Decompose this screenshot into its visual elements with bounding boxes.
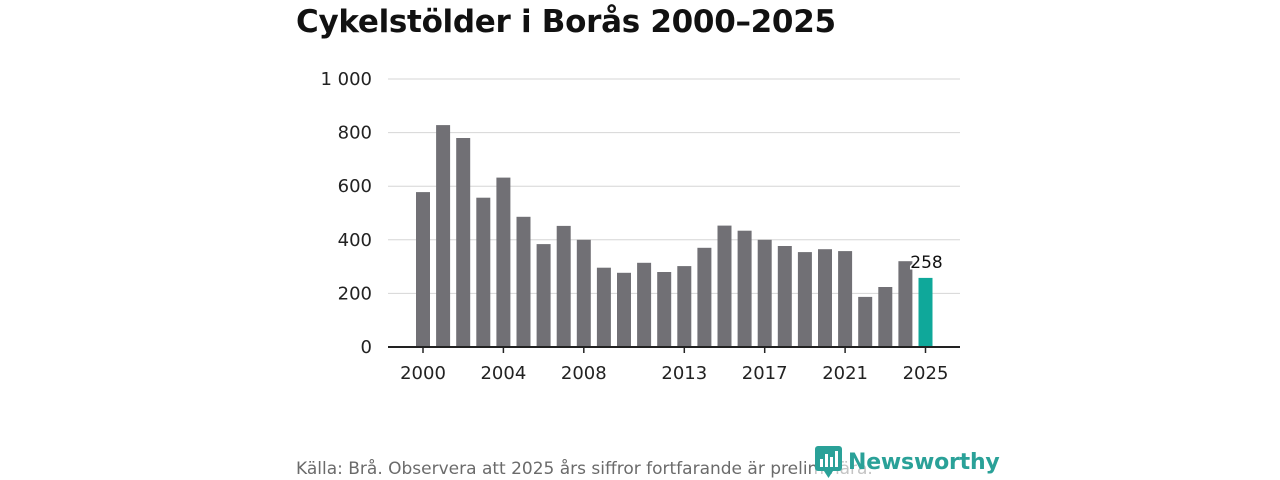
bar-2006 xyxy=(536,244,551,347)
bar-2025 xyxy=(918,277,933,347)
bar-2012 xyxy=(657,272,672,347)
bar-2004 xyxy=(496,177,511,347)
bar-2018 xyxy=(777,246,792,347)
bar-2016 xyxy=(737,230,752,347)
x-tick-label: 2008 xyxy=(561,363,607,384)
bar-2022 xyxy=(858,296,873,347)
x-tick-label: 2000 xyxy=(400,363,446,384)
bar-2010 xyxy=(617,272,631,347)
bar-2001 xyxy=(436,125,451,347)
bar-2014 xyxy=(697,247,712,347)
brand-logo: Newsworthy xyxy=(815,446,1000,478)
x-tick-label: 2004 xyxy=(480,363,526,384)
data-label-highlight: 258 xyxy=(910,253,942,273)
gridlines xyxy=(388,78,960,294)
x-tick-label: 2025 xyxy=(903,363,949,384)
y-tick-label: 800 xyxy=(338,123,372,144)
y-tick-label: 0 xyxy=(361,337,372,358)
bar-2013 xyxy=(677,266,692,347)
chart-title: Cykelstölder i Borås 2000–2025 xyxy=(296,4,836,40)
bar-2008 xyxy=(576,239,591,347)
y-tick-label: 600 xyxy=(338,176,372,197)
newsworthy-logo-icon xyxy=(815,446,842,478)
bar-2015 xyxy=(717,225,732,347)
x-tick-label: 2021 xyxy=(822,363,868,384)
brand-name: Newsworthy xyxy=(848,449,1000,475)
bar-2020 xyxy=(818,249,832,347)
bar-2003 xyxy=(476,197,491,347)
y-tick-label: 400 xyxy=(338,230,372,251)
bar-2019 xyxy=(797,252,812,347)
bar-2021 xyxy=(838,251,853,347)
axes xyxy=(388,346,960,353)
x-tick-label: 2017 xyxy=(742,363,788,384)
bar-2007 xyxy=(556,225,571,347)
x-tick-label: 2013 xyxy=(661,363,707,384)
bar-2009 xyxy=(596,267,611,347)
y-tick-label: 200 xyxy=(338,283,372,304)
bar-2005 xyxy=(516,216,531,347)
labels: 0 200 400 600 800 1 000 258 2000 2004 2008 2013 201… xyxy=(320,69,948,384)
bar-2024 xyxy=(898,261,913,347)
bar-2017 xyxy=(757,239,772,347)
bars xyxy=(416,125,933,347)
bar-2000 xyxy=(416,192,430,347)
bar-2002 xyxy=(456,138,471,347)
bar-2011 xyxy=(637,262,652,347)
y-tick-label: 1 000 xyxy=(320,69,372,90)
source-note: Källa: Brå. Observera att 2025 års siffr… xyxy=(296,459,873,479)
bar-2023 xyxy=(878,287,893,347)
